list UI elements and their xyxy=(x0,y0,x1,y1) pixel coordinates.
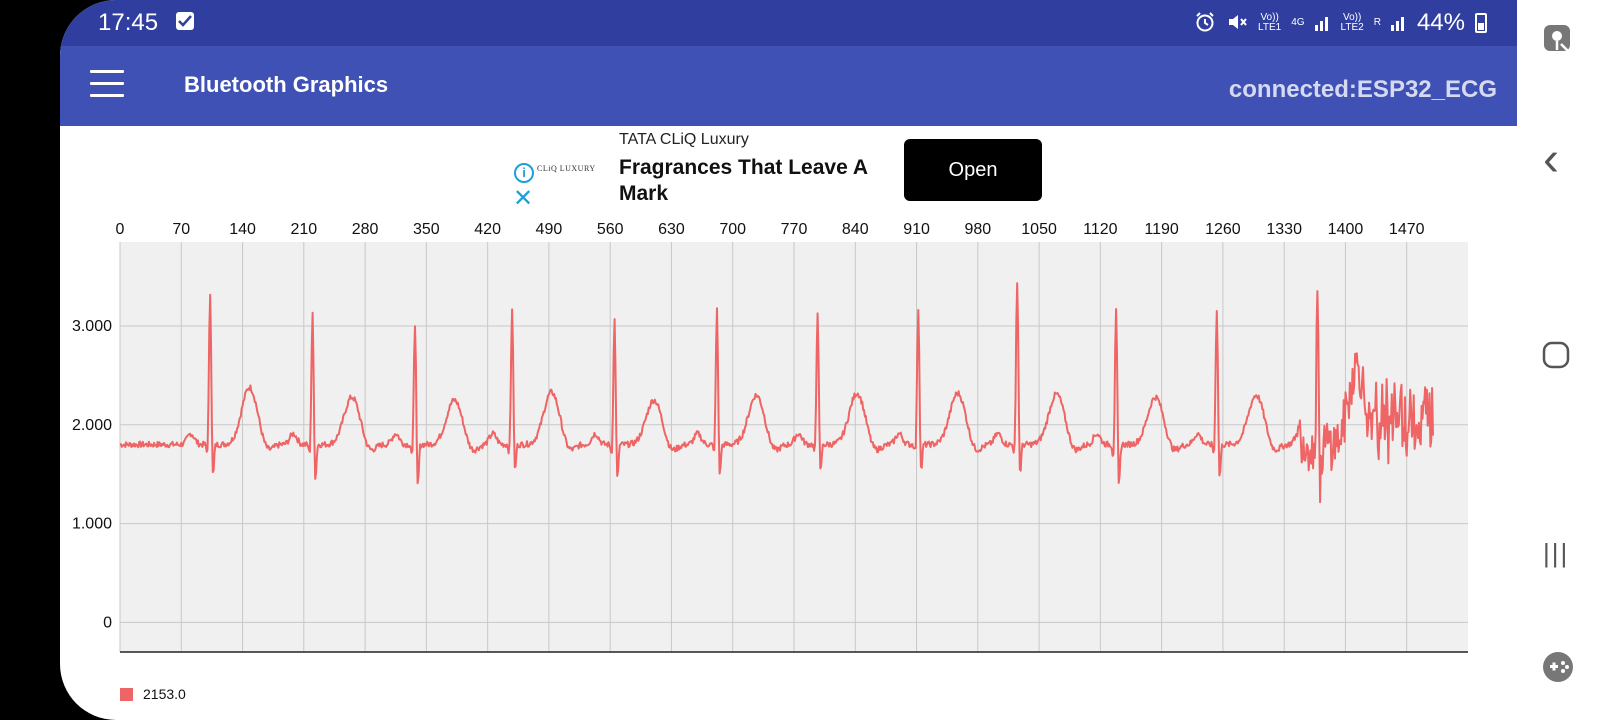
x-tick-label: 420 xyxy=(474,221,501,238)
sim2-indicator: Vo)) LTE2 xyxy=(1341,13,1364,33)
assistant-touch-icon[interactable] xyxy=(1541,22,1575,61)
legend-label: 2153.0 xyxy=(143,686,186,702)
sim1-volte: Vo)) xyxy=(1260,12,1279,23)
x-tick-label: 350 xyxy=(413,221,440,238)
x-tick-label: 1260 xyxy=(1205,221,1241,238)
notification-check-icon xyxy=(176,12,194,30)
status-bar: 17:45 Vo)) LTE1 4G Vo)) LTE2 R 44% xyxy=(60,0,1517,46)
status-time: 17:45 xyxy=(98,9,159,36)
battery-percent: 44% xyxy=(1416,9,1465,36)
x-tick-label: 1050 xyxy=(1021,221,1057,238)
status-icons: Vo)) LTE1 4G Vo)) LTE2 R 44% xyxy=(1194,9,1487,37)
app-title: Bluetooth Graphics xyxy=(184,72,389,97)
x-tick-label: 1120 xyxy=(1083,221,1118,238)
y-tick-label: 3.000 xyxy=(72,318,112,335)
legend-swatch xyxy=(120,687,133,701)
ecg-line-chart[interactable]: 0 70 140 210 280 350 420 490 560 630 700 770 840 910 9… xyxy=(60,210,1517,680)
series-line xyxy=(119,282,1434,504)
x-tick-label: 70 xyxy=(172,221,190,238)
hamburger-menu-icon[interactable] xyxy=(90,70,124,98)
x-tick-label: 210 xyxy=(290,221,317,238)
battery-icon xyxy=(1475,13,1487,33)
home-nav-button[interactable] xyxy=(1541,340,1571,375)
alarm-icon xyxy=(1194,11,1216,36)
y-tick-label: 0 xyxy=(103,614,112,631)
ad-banner[interactable]: i CLiQ LUXURY ✕ TATA CLiQ Luxury Fragran… xyxy=(509,127,1069,213)
sim2-lte: LTE2 xyxy=(1340,22,1364,33)
sim1-lte: LTE1 xyxy=(1258,22,1282,33)
x-tick-label: 140 xyxy=(229,221,256,238)
x-tick-label: 770 xyxy=(781,221,808,238)
ad-info-icon[interactable]: i xyxy=(514,163,534,183)
recents-nav-button[interactable]: ||| xyxy=(1543,538,1570,568)
ad-brand: TATA CLiQ Luxury xyxy=(619,131,749,148)
x-tick-label: 1330 xyxy=(1266,221,1302,238)
x-tick-label: 1470 xyxy=(1389,221,1425,238)
x-tick-label: 560 xyxy=(597,221,624,238)
mute-icon xyxy=(1226,11,1248,36)
back-nav-button[interactable]: ‹ xyxy=(1543,133,1559,186)
x-tick-label: 1190 xyxy=(1144,221,1179,238)
game-tools-icon[interactable] xyxy=(1541,650,1575,689)
sim2-volte: Vo)) xyxy=(1342,12,1362,23)
network-type: 4G xyxy=(1291,17,1305,28)
x-tick-label: 1400 xyxy=(1328,221,1364,238)
app-bar: Bluetooth Graphics connected:ESP32_ECG xyxy=(60,46,1517,126)
sim1-indicator: Vo)) LTE1 xyxy=(1258,13,1281,33)
y-tick-label: 2.000 xyxy=(72,417,112,434)
chart-legend: 2153.0 xyxy=(120,686,186,702)
x-tick-label: 980 xyxy=(964,221,991,238)
ad-open-button[interactable]: Open xyxy=(904,139,1042,201)
ad-logo: CLiQ LUXURY xyxy=(537,164,596,173)
phone-screen: 17:45 Vo)) LTE1 4G Vo)) LTE2 R 44% xyxy=(60,0,1517,720)
y-tick-label: 1.000 xyxy=(72,516,112,533)
x-tick-label: 630 xyxy=(658,221,685,238)
connection-status: connected:ESP32_ECG xyxy=(1228,76,1497,103)
navigation-bar: ‹ ||| xyxy=(1517,0,1600,720)
x-tick-label: 490 xyxy=(536,221,563,238)
x-tick-label: 0 xyxy=(116,221,125,238)
signal-icon-2 xyxy=(1390,13,1407,34)
signal-icon-1 xyxy=(1314,13,1331,34)
ad-close-icon[interactable]: ✕ xyxy=(513,185,534,212)
roaming-indicator: R xyxy=(1373,17,1381,28)
ad-headline: Fragrances That Leave A Mark xyxy=(619,156,868,205)
x-tick-label: 910 xyxy=(903,221,930,238)
x-tick-label: 280 xyxy=(352,221,379,238)
x-tick-label: 840 xyxy=(842,221,869,238)
x-tick-label: 700 xyxy=(719,221,746,238)
